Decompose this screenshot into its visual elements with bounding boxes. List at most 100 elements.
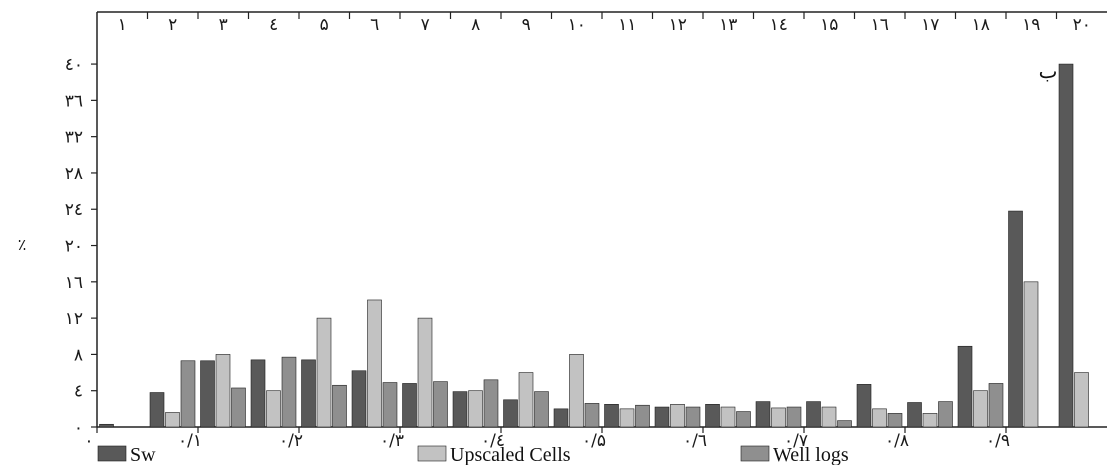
bar-upscaled-cells-5 (316, 317, 332, 428)
bar-upscaled-cells-2 (165, 412, 180, 428)
bar-sw-9 (503, 399, 518, 428)
top-category-label: ۵ (320, 15, 329, 35)
y-tick-label: ٤۰ (65, 55, 83, 75)
bar-sw-4 (250, 359, 266, 428)
x-tick-label: ۰/۸ (885, 431, 909, 451)
top-category-label: ۱٤ (770, 15, 788, 35)
bar-well-logs-17 (938, 401, 953, 428)
bar-well-logs-16 (887, 413, 903, 428)
bar-sw-12 (654, 406, 670, 428)
bar-sw-1 (99, 423, 114, 428)
top-category-label: ۷ (421, 15, 430, 35)
x-tick-label: ۰/۲ (279, 431, 303, 451)
top-category-label: ۱۵ (820, 15, 838, 35)
top-category-label: ۳ (219, 15, 228, 35)
bar-well-logs-10 (584, 403, 600, 428)
bar-upscaled-cells-15 (821, 406, 837, 428)
top-category-label: ۸ (471, 15, 480, 35)
top-category-label: ۱۲ (669, 15, 687, 35)
x-tick-label: ۰/۹ (986, 431, 1010, 451)
bar-upscaled-cells-17 (922, 413, 938, 428)
bar-sw-17 (907, 402, 922, 428)
y-tick-label: ۰ (74, 418, 83, 438)
bar-upscaled-cells-18 (973, 390, 988, 428)
top-category-label: ۱۳ (719, 15, 737, 35)
x-tick-label: ۰/۵ (582, 431, 606, 451)
bar-upscaled-cells-4 (266, 390, 281, 428)
bar-sw-15 (806, 401, 821, 428)
top-category-label: ۱ (118, 15, 127, 35)
x-tick-label: ۰ (84, 431, 93, 451)
bar-sw-11 (604, 404, 619, 428)
bar-well-logs-12 (685, 406, 701, 428)
top-category-label: ۲ (168, 15, 177, 35)
y-tick-label: ۲۸ (65, 164, 83, 184)
bar-upscaled-cells-8 (468, 390, 483, 428)
bars (99, 63, 1089, 428)
bar-sw-19 (1008, 210, 1023, 428)
bar-sw-13 (705, 404, 720, 428)
bar-well-logs-15 (837, 420, 852, 428)
bar-upscaled-cells-12 (670, 404, 685, 428)
y-tick-label: ۲٤ (65, 200, 83, 220)
y-axis-label: ٪ (18, 235, 27, 254)
bar-sw-2 (149, 392, 165, 428)
y-tick-label: ۳٦ (65, 91, 83, 111)
bar-well-logs-3 (231, 387, 246, 428)
bar-sw-14 (755, 401, 771, 428)
x-tick-label: ۰/۷ (784, 431, 808, 451)
bar-sw-3 (200, 360, 215, 428)
legend-entry: Upscaled Cells (450, 444, 571, 465)
top-category-label: ۹ (522, 15, 531, 35)
y-tick-label: ۲۰ (65, 237, 83, 257)
bar-upscaled-cells-19 (1023, 281, 1039, 428)
bar-well-logs-9 (534, 391, 549, 428)
bar-well-logs-14 (786, 406, 802, 428)
panel-label: ب (1039, 59, 1058, 83)
bar-sw-6 (351, 370, 367, 428)
top-category-label: ۱۷ (921, 15, 939, 35)
top-category-label: ۱۱ (618, 15, 636, 35)
x-tick-label: ۰/٦ (683, 431, 707, 451)
bar-well-logs-4 (281, 356, 297, 428)
top-category-label: ۲۰ (1073, 15, 1091, 35)
bar-upscaled-cells-16 (872, 408, 887, 428)
legend-swatch (740, 445, 770, 462)
bar-well-logs-8 (483, 379, 499, 428)
legend: Sw Upscaled Cells Well logs (97, 444, 849, 465)
bar-well-logs-11 (635, 404, 650, 428)
bar-sw-20 (1058, 63, 1074, 428)
x-tick-label: ۰/۳ (380, 431, 404, 451)
bar-upscaled-cells-11 (619, 408, 635, 428)
bar-sw-5 (301, 359, 316, 428)
top-category-label: ٦ (370, 15, 379, 35)
bar-upscaled-cells-10 (569, 354, 584, 428)
legend-swatch (417, 445, 447, 462)
y-tick-label: ٤ (74, 382, 83, 402)
bar-well-logs-7 (433, 381, 448, 428)
bar-well-logs-6 (382, 382, 398, 428)
bar-upscaled-cells-13 (720, 406, 736, 428)
top-category-label: ۱۰ (568, 15, 586, 35)
y-tick-label: ۱۲ (65, 309, 83, 329)
top-category-label: ۱٦ (871, 15, 889, 35)
bar-upscaled-cells-3 (215, 354, 231, 428)
axes (91, 11, 1107, 433)
legend-entry: Sw (130, 444, 156, 465)
x-tick-label: ۰/٤ (481, 431, 505, 451)
bar-upscaled-cells-6 (367, 299, 382, 428)
bar-upscaled-cells-7 (417, 317, 433, 428)
legend-swatch (97, 445, 127, 462)
bar-upscaled-cells-14 (771, 407, 786, 428)
top-category-label: ۱۸ (972, 15, 990, 35)
bar-well-logs-2 (180, 360, 196, 428)
y-tick-label: ۱٦ (65, 273, 83, 293)
bar-sw-18 (957, 345, 973, 428)
x-tick-label: ۰/۱ (178, 431, 202, 451)
bar-sw-8 (452, 391, 468, 428)
top-category-label: ٤ (269, 15, 278, 35)
bar-upscaled-cells-9 (518, 372, 534, 428)
bar-well-logs-13 (736, 411, 751, 428)
bar-well-logs-18 (988, 383, 1004, 428)
